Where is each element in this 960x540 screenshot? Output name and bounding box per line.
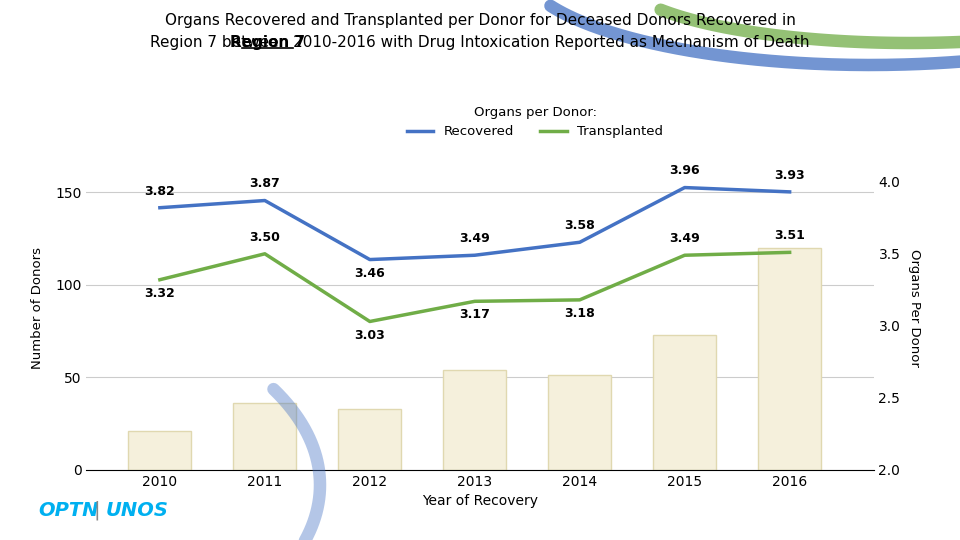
Text: Organs Recovered and Transplanted per Donor for Deceased Donors Recovered in: Organs Recovered and Transplanted per Do… (164, 14, 796, 29)
Text: Region 7 between 2010-2016 with Drug Intoxication Reported as Mechanism of Death: Region 7 between 2010-2016 with Drug Int… (151, 35, 809, 50)
Text: 3.87: 3.87 (250, 178, 280, 191)
Text: Region 7: Region 7 (229, 35, 305, 50)
Text: 3.46: 3.46 (354, 267, 385, 280)
Bar (758, 248, 821, 470)
Text: UNOS: UNOS (106, 501, 168, 520)
Text: 3.49: 3.49 (669, 232, 700, 245)
Text: 3.32: 3.32 (145, 287, 176, 300)
Y-axis label: Number of Donors: Number of Donors (31, 247, 44, 369)
Bar (548, 375, 612, 470)
Text: 3.82: 3.82 (145, 185, 176, 198)
Bar (444, 370, 506, 470)
Text: 3.51: 3.51 (774, 230, 805, 242)
Text: 3.58: 3.58 (564, 219, 595, 232)
Text: |: | (93, 501, 100, 520)
Bar (129, 431, 191, 470)
Text: 3.18: 3.18 (564, 307, 595, 320)
Y-axis label: Organs Per Donor: Organs Per Donor (908, 249, 922, 367)
X-axis label: Year of Recovery: Year of Recovery (422, 494, 538, 508)
Text: 3.17: 3.17 (459, 308, 491, 321)
Text: 3.03: 3.03 (354, 329, 385, 342)
Bar (653, 335, 716, 470)
Text: OPTN: OPTN (38, 501, 99, 520)
Text: 3.96: 3.96 (669, 165, 700, 178)
Bar (338, 409, 401, 470)
Text: 3.93: 3.93 (775, 169, 804, 182)
Legend: Recovered, Transplanted: Recovered, Transplanted (401, 100, 669, 144)
Text: 3.50: 3.50 (250, 231, 280, 244)
Text: 3.49: 3.49 (460, 232, 491, 245)
Bar (233, 403, 297, 470)
